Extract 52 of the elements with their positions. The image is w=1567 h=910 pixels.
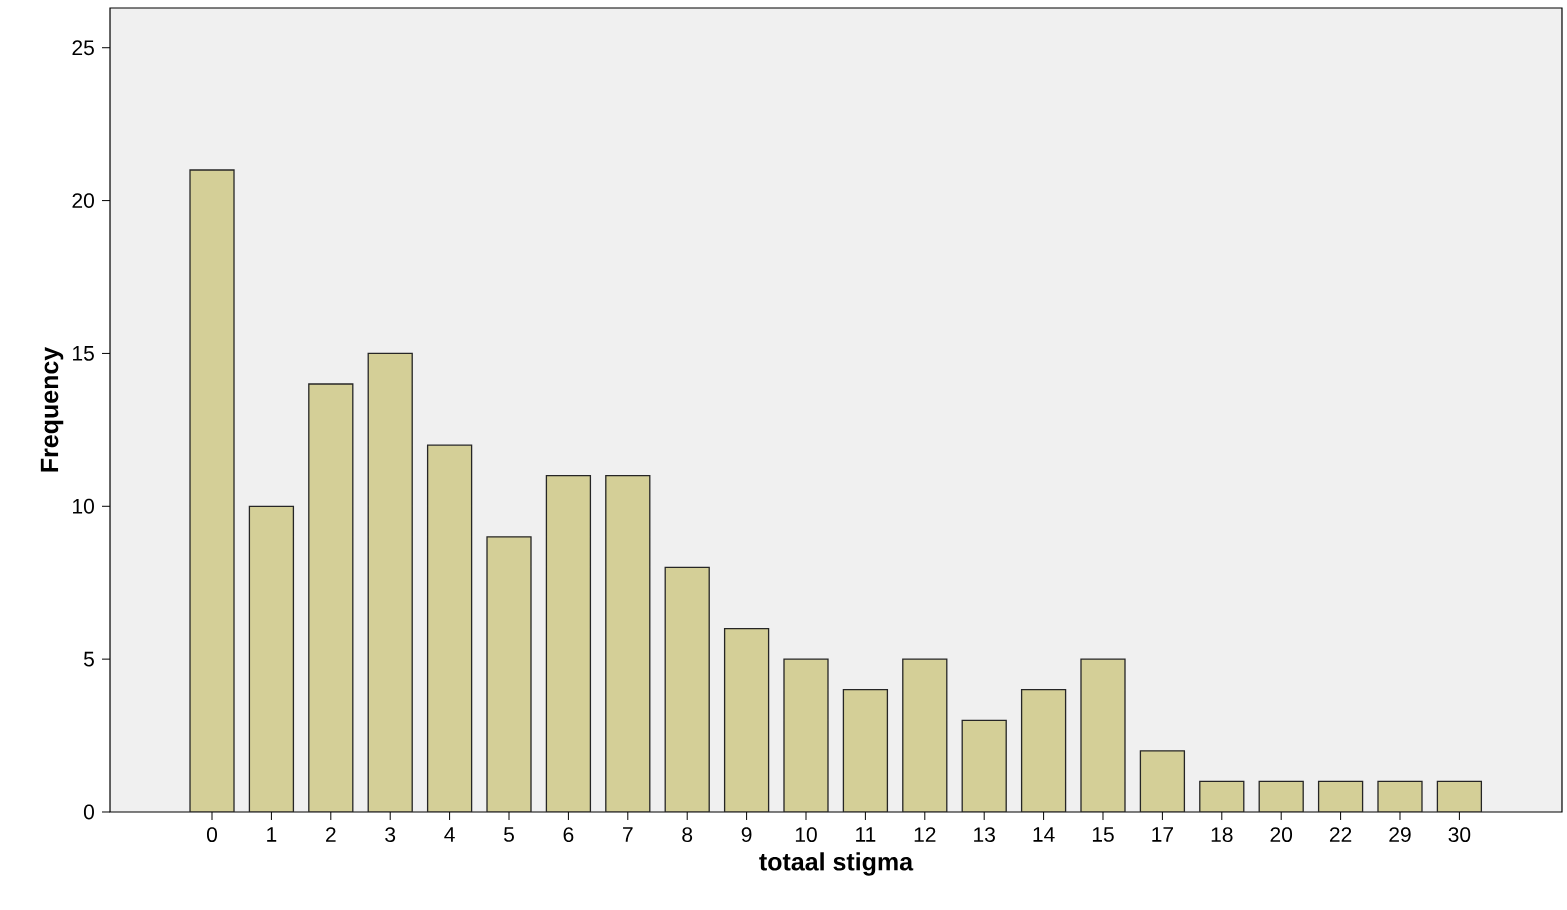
bar <box>487 536 532 812</box>
x-tick-label: 8 <box>682 827 693 843</box>
x-tick-label: 14 <box>1033 827 1055 842</box>
x-tick-label: 1 <box>267 827 277 842</box>
y-tick-label: 0 <box>83 804 94 820</box>
y-tick-label: 10 <box>73 498 94 514</box>
x-tick-label: 2 <box>326 827 336 842</box>
bar <box>784 659 828 812</box>
x-tick-label: 15 <box>1092 827 1114 842</box>
x-tick-label: 22 <box>1329 827 1352 842</box>
bar <box>308 384 353 812</box>
bar <box>427 445 472 812</box>
x-tick-label: 18 <box>1211 827 1233 843</box>
bar <box>605 475 650 812</box>
bar <box>724 628 769 812</box>
bar <box>1140 750 1185 812</box>
x-tick-label: 17 <box>1152 827 1174 842</box>
y-tick-label: 25 <box>72 40 94 56</box>
bar <box>546 475 591 812</box>
x-tick-label: 5 <box>504 827 514 842</box>
bar <box>1199 781 1244 812</box>
bar <box>665 567 710 812</box>
y-tick-label: 20 <box>72 193 94 209</box>
y-tick-label: 5 <box>83 651 94 667</box>
bar <box>1021 689 1066 812</box>
x-tick-label: 29 <box>1389 827 1411 843</box>
bar <box>962 720 1007 812</box>
bar <box>249 506 294 812</box>
bar <box>902 659 947 812</box>
bar <box>1436 780 1483 812</box>
x-tick-label: 13 <box>974 827 995 843</box>
bar <box>1081 659 1125 812</box>
bar <box>190 170 235 812</box>
x-tick-label: 12 <box>914 827 936 842</box>
y-tick-label: 15 <box>73 346 94 361</box>
bar <box>368 353 413 812</box>
x-tick-label: 11 <box>856 827 876 842</box>
x-tick-label: 20 <box>1270 827 1293 843</box>
bar <box>1259 781 1304 812</box>
x-tick-label: 3 <box>385 827 396 843</box>
x-axis-title: totaal stigma <box>759 852 914 876</box>
bar <box>843 689 888 812</box>
x-tick-label: 10 <box>795 827 817 843</box>
x-tick-label: 9 <box>741 827 752 843</box>
bar <box>1318 781 1363 812</box>
x-tick-label: 0 <box>206 827 218 843</box>
x-tick-label: 4 <box>444 827 455 842</box>
bar <box>1378 781 1422 812</box>
x-tick-label: 30 <box>1448 827 1471 843</box>
x-tick-label: 6 <box>563 827 574 843</box>
x-tick-label: 7 <box>623 827 633 842</box>
y-axis-title: Frequency <box>40 346 64 472</box>
